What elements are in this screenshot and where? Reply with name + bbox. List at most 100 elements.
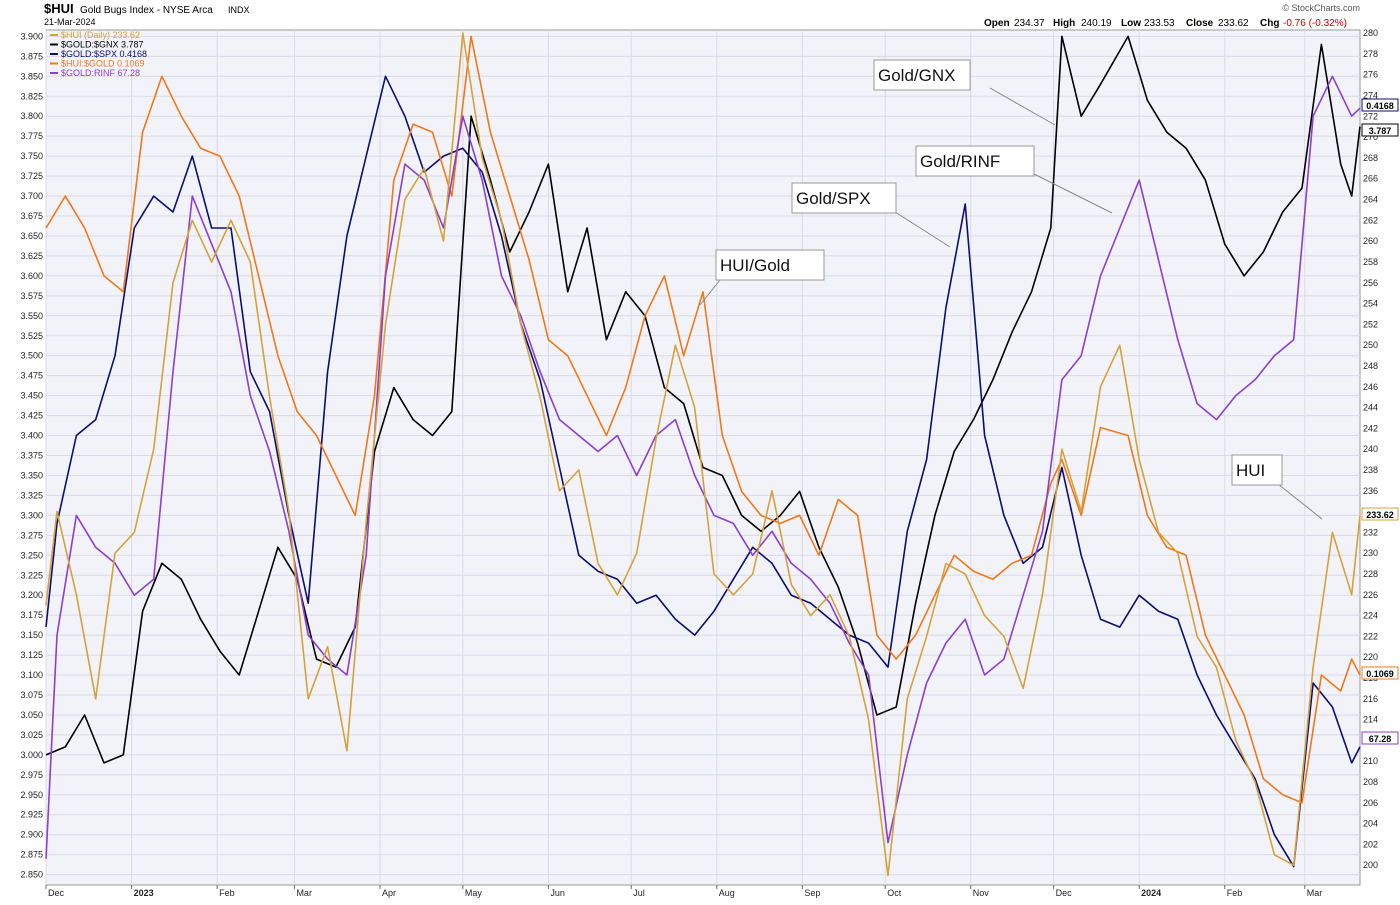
right-tick-label: 262 [1363,215,1378,225]
x-tick-label: Feb [219,888,235,898]
exchange-tag: INDX [228,5,250,15]
right-tick-label: 254 [1363,299,1378,309]
left-y-axis: 3.900 3.875 3.850 3.825 3.800 3.775 3.750 3.725… [20,31,43,879]
right-tick-label: 220 [1363,652,1378,662]
left-tick-label: 3.825 [20,91,43,101]
right-tick-label: 236 [1363,486,1378,496]
chart-header: $HUI Gold Bugs Index - NYSE Arca INDX 21… [44,1,1360,29]
left-tick-label: 3.525 [20,331,43,341]
left-tick-label: 3.075 [20,690,43,700]
left-tick-label: 2.925 [20,810,43,820]
left-tick-label: 3.650 [20,231,43,241]
right-y-axis: 280 278 276 274 272 270 268 266 264 262 260 258 256 2… [1363,28,1378,870]
left-tick-label: 3.400 [20,431,43,441]
left-tick-label: 3.275 [20,530,43,540]
low-value: 233.53 [1144,18,1175,29]
chart-date: 21-Mar-2024 [44,17,96,27]
open-label: Open [984,18,1010,29]
legend-entry: $HUI (Daily) 233.62 [61,30,140,40]
right-tick-label: 226 [1363,590,1378,600]
left-tick-label: 3.775 [20,131,43,141]
last-value-tag: 3.787 [1361,123,1399,137]
left-tick-label: 3.450 [20,391,43,401]
right-tick-label: 272 [1363,111,1378,121]
right-tick-label: 232 [1363,527,1378,537]
left-tick-label: 2.850 [20,870,43,880]
last-value-text: 3.787 [1369,126,1392,136]
right-tick-label: 268 [1363,153,1378,163]
left-tick-label: 3.375 [20,451,43,461]
right-tick-label: 228 [1363,569,1378,579]
right-tick-label: 208 [1363,777,1378,787]
right-tick-label: 222 [1363,631,1378,641]
left-tick-label: 3.625 [20,251,43,261]
legend: $HUI (Daily) 233.62$GOLD:$GNX 3.787$GOLD… [50,30,147,78]
annotation-callout: HUI [1231,454,1323,520]
right-tick-label: 276 [1363,70,1378,80]
low-label: Low [1121,18,1141,29]
callout-label: HUI [1236,461,1265,480]
series-line-0 [45,35,1361,764]
right-tick-label: 270 [1363,132,1378,142]
right-tick-label: 274 [1363,91,1378,101]
callout-box [791,182,897,214]
close-value: 233.62 [1218,18,1249,29]
annotation-callout: Gold/GNX [873,59,1056,126]
right-tick-label: 200 [1363,860,1378,870]
callout-label: Gold/SPX [796,189,871,208]
last-value-text: 233.62 [1366,510,1394,520]
x-tick-label: 2024 [1141,888,1161,898]
right-tick-label: 230 [1363,548,1378,558]
plot-area [45,29,1361,886]
left-tick-label: 3.425 [20,411,43,421]
x-tick-label: Nov [973,888,990,898]
callout-leader [699,279,721,306]
annotations: Gold/GNX Gold/RINF Gold/SPX HUI/Gold HUI [699,59,1323,520]
right-tick-label: 202 [1363,839,1378,849]
last-value-tag: 0.4168 [1361,98,1399,112]
callout-label: Gold/GNX [878,66,955,85]
high-value: 240.19 [1081,18,1112,29]
series-line-4 [45,32,1361,877]
left-tick-label: 3.550 [20,311,43,321]
callout-label: HUI/Gold [720,256,790,275]
annotation-callout: Gold/SPX [791,182,951,248]
left-tick-label: 2.875 [20,850,43,860]
right-tick-label: 250 [1363,340,1378,350]
x-tick-label: Mar [1307,888,1323,898]
open-value: 234.37 [1014,18,1045,29]
x-tick-label: Mar [296,888,312,898]
left-tick-label: 3.025 [20,730,43,740]
left-tick-label: 3.200 [20,590,43,600]
left-tick-label: 3.800 [20,111,43,121]
callout-leader [1029,171,1113,214]
x-tick-label: Dec [1056,888,1073,898]
last-value-text: 0.1069 [1366,669,1394,679]
annotation-callout: Gold/RINF [915,145,1113,214]
last-value-tag: 0.1069 [1361,666,1399,680]
last-value-tag: 233.62 [1361,507,1399,521]
last-value-labels: 3.787 0.4168 0.1069 67.28 233.62 [1361,98,1399,745]
right-tick-label: 244 [1363,403,1378,413]
right-tick-label: 264 [1363,195,1378,205]
left-tick-label: 3.875 [20,51,43,61]
series-line-2 [45,35,1361,804]
left-tick-label: 3.150 [20,630,43,640]
legend-entry: $GOLD:RINF 67.28 [61,68,140,78]
x-tick-label: 2023 [134,888,154,898]
left-tick-label: 3.575 [20,291,43,301]
x-tick-label: Sep [804,888,820,898]
callout-leader [1277,483,1323,520]
last-value-text: 0.4168 [1366,101,1394,111]
right-tick-label: 242 [1363,423,1378,433]
right-tick-label: 252 [1363,319,1378,329]
x-tick-label: Apr [382,888,396,898]
left-tick-label: 3.500 [20,351,43,361]
callout-leader [989,87,1056,126]
annotation-callout: HUI/Gold [699,249,825,306]
left-tick-label: 3.250 [20,550,43,560]
x-tick-label: Jun [550,888,565,898]
callout-leader [891,209,951,248]
x-tick-label: Aug [719,888,735,898]
right-tick-label: 260 [1363,236,1378,246]
